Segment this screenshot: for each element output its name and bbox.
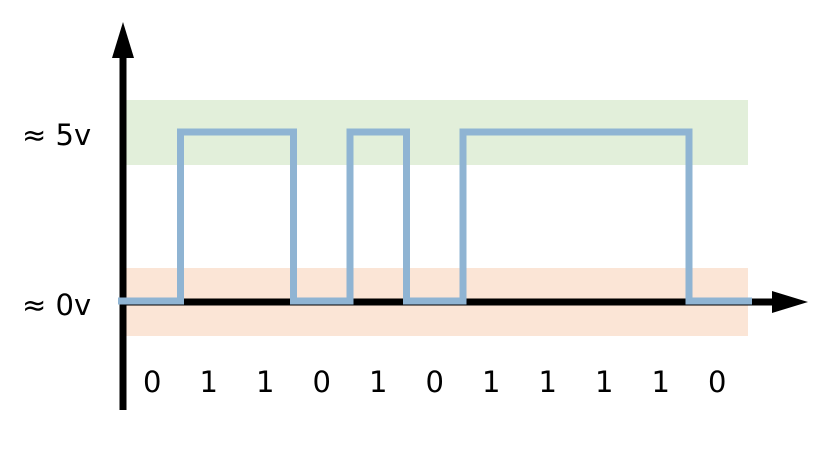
bit-label: 0 (313, 365, 331, 399)
bit-label: 1 (595, 365, 613, 399)
low-voltage-label: ≈ 0v (22, 288, 91, 322)
bit-label: 1 (256, 365, 274, 399)
bit-label: 1 (652, 365, 670, 399)
bit-label: 1 (200, 365, 218, 399)
bit-label: 1 (369, 365, 387, 399)
bit-label: 1 (539, 365, 557, 399)
y-axis-arrowhead (112, 22, 134, 58)
high-voltage-label: ≈ 5v (22, 118, 91, 152)
x-axis-arrowhead (772, 291, 808, 313)
bit-label: 0 (708, 365, 726, 399)
bit-label: 0 (143, 365, 161, 399)
bit-label: 1 (482, 365, 500, 399)
signal-waveform (118, 128, 752, 305)
bit-label: 0 (426, 365, 444, 399)
bit-labels: 0 1 1 0 1 0 1 1 1 1 0 (143, 365, 726, 399)
